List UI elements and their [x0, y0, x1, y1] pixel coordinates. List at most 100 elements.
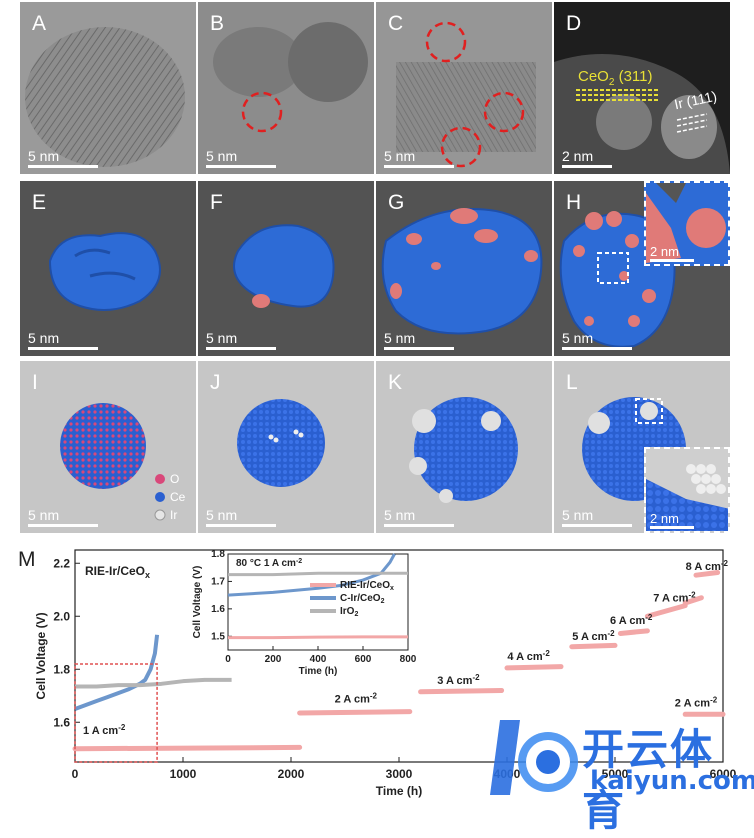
atom-render — [409, 397, 518, 503]
inset-chart: 0 200 400 600 800 1.5 1.6 1.7 1.8 Time (h) Cell Vo… — [192, 549, 417, 677]
panel-label: L — [566, 371, 578, 394]
inset-y-tick-label: 1.5 — [211, 631, 225, 642]
current-density-label: 1 A cm-2 — [83, 723, 126, 737]
scale-bar: 5 nm — [28, 508, 98, 527]
current-density-label: 2 A cm-2 — [335, 691, 378, 705]
series-rie-segment — [72, 744, 303, 752]
x-tick-label: 3000 — [386, 767, 413, 781]
inset-x-tick-label: 400 — [310, 654, 327, 665]
tomography-render — [233, 224, 335, 308]
inset-x-tick-label: 200 — [265, 654, 282, 665]
scale-bar: 5 nm — [384, 149, 454, 168]
inset-legend-label: C-Ir/CeO2 — [340, 593, 385, 605]
inset-scale-bar: 2 nm — [650, 511, 694, 529]
highlight-circle — [483, 91, 525, 133]
inset-x-tick-label: 0 — [225, 654, 231, 665]
panel-label: F — [210, 191, 223, 214]
x-axis-label: Time (h) — [376, 784, 422, 798]
x-tick-label: 1000 — [170, 767, 197, 781]
tem-texture — [198, 2, 374, 174]
panel-l-atomistic-model: 2 nm L 5 nm — [554, 361, 730, 533]
panel-label: C — [388, 12, 404, 35]
x-tick-label: 0 — [72, 767, 79, 781]
inset-x-axis-label: Time (h) — [299, 666, 338, 677]
inset-y-axis-label: Cell Voltage (V) — [192, 566, 203, 639]
inset-render — [646, 183, 726, 263]
scale-bar: 5 nm — [562, 331, 632, 350]
panel-k-atomistic-model: K 5 nm — [376, 361, 552, 533]
inset-scale-bar: 2 nm — [650, 244, 694, 262]
panel-label: M — [18, 548, 36, 571]
series-rie-segment — [569, 642, 618, 650]
current-density-label: 2 A cm-2 — [675, 695, 718, 709]
x-tick-label: 5000 — [602, 767, 629, 781]
legend-o: O — [170, 472, 180, 486]
series-rie-segment — [617, 628, 650, 636]
panel-label: J — [210, 371, 221, 394]
inset-zoom: 2 nm — [644, 447, 730, 533]
panel-label: D — [566, 12, 582, 35]
series-c-ir-ceo2 — [74, 634, 160, 711]
legend-ir: Ir — [170, 508, 178, 522]
x-tick-label: 2000 — [278, 767, 305, 781]
series-rie-segment — [297, 709, 413, 716]
scale-bar: 5 nm — [384, 508, 454, 527]
y-tick-label: 2.0 — [53, 609, 70, 623]
current-density-label: 8 A cm-2 — [686, 559, 729, 573]
series-rie-segment — [693, 570, 721, 578]
panel-label: K — [388, 371, 403, 394]
durability-chart: 0 1000 2000 3000 4000 5000 60001.61.82.02.2Tim… — [34, 549, 737, 798]
inset-y-tick-label: 1.8 — [211, 549, 225, 560]
zoom-box — [597, 252, 629, 284]
current-density-label: 3 A cm-2 — [437, 673, 480, 687]
tem-lattice-texture — [20, 2, 196, 174]
sample-label: RIE-Ir/CeOx — [85, 564, 150, 580]
scale-bar: 5 nm — [206, 149, 276, 168]
inset-frame — [227, 553, 409, 651]
inset-title: 80 °C 1 A cm-2 — [236, 558, 302, 569]
y-tick-label: 2.2 — [53, 556, 70, 570]
panel-a-tem-image: A 5 nm — [20, 2, 196, 174]
inset-series-rie — [228, 635, 408, 640]
series-rie-segment — [418, 687, 505, 695]
scale-bar: 5 nm — [28, 331, 98, 350]
series-rie-segment — [682, 595, 704, 606]
y-tick-label: 1.6 — [53, 715, 70, 729]
current-density-label: 4 A cm-2 — [507, 649, 550, 663]
panel-b-tem-image: B 5 nm — [198, 2, 374, 174]
panel-m-chart: M 0 1000 2000 3000 4000 5000 6000 1.6 1.8 2.0 2.2 T… — [0, 540, 754, 813]
tomography-render — [48, 232, 161, 311]
y-axis-label: Cell Voltage (V) — [34, 612, 48, 699]
inset-legend-label: RIE-Ir/CeOx — [340, 580, 394, 592]
current-density-label: 6 A cm-2 — [610, 613, 653, 627]
y-tick-label: 1.8 — [53, 662, 70, 676]
panel-h-tomography: 2 nm H 5 nm — [554, 181, 730, 356]
panel-e-tomography: E 5 nm — [20, 181, 196, 356]
panel-g-tomography: G 5 nm — [376, 181, 552, 356]
panel-j-atomistic-model: J 5 nm — [198, 361, 374, 533]
series-iro2 — [75, 677, 232, 689]
highlight-circle — [241, 91, 283, 133]
tomography-render — [381, 208, 543, 335]
panel-c-tem-image: C 5 nm — [376, 2, 552, 174]
panel-label: I — [32, 371, 38, 394]
panel-label: A — [32, 12, 47, 35]
scale-bar: 5 nm — [562, 508, 632, 527]
tem-texture — [376, 2, 552, 174]
panel-d-haadf-image: CeO2 (311) Ir (111) D 2 nm — [554, 2, 730, 174]
inset-series-c-ir-ceo2 — [227, 553, 396, 597]
panel-label: B — [210, 12, 225, 35]
inset-render — [646, 464, 728, 531]
highlight-circle — [440, 126, 482, 168]
panel-label: G — [388, 191, 405, 214]
current-density-label: 5 A cm-2 — [572, 629, 615, 643]
atom-render — [60, 403, 166, 521]
zoom-box — [635, 398, 663, 424]
inset-x-tick-label: 800 — [400, 654, 417, 665]
inset-zoom: 2 nm — [644, 181, 730, 266]
inset-y-tick-label: 1.6 — [211, 604, 225, 615]
zoom-region-box — [74, 663, 158, 763]
scale-bar: 5 nm — [206, 508, 276, 527]
panel-label: E — [32, 191, 47, 214]
scale-bar: 5 nm — [206, 331, 276, 350]
